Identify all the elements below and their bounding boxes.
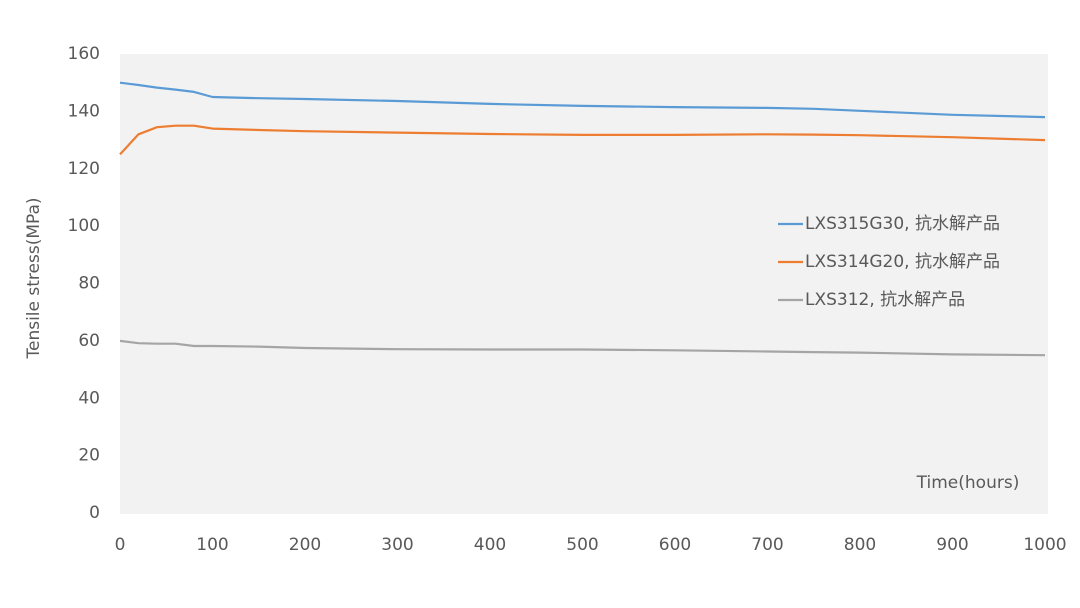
y-axis-label: Tensile stress(MPa) (24, 197, 44, 359)
x-tick-label: 500 (566, 535, 598, 555)
series-line (119, 339, 1046, 357)
y-tick-label: 100 (68, 216, 100, 236)
y-tick-label: 20 (78, 446, 100, 466)
x-tick-label: 300 (381, 535, 413, 555)
x-tick-label: 100 (196, 535, 228, 555)
series-line (119, 124, 1046, 156)
y-tick-label: 0 (89, 503, 100, 523)
plot-area (120, 54, 1048, 514)
legend-label: LXS314G20, 抗水解产品 (805, 252, 1000, 272)
y-tick-label: 120 (68, 159, 100, 179)
x-tick-label: 1000 (1023, 535, 1066, 555)
series-line (119, 81, 1046, 119)
x-tick-label: 200 (289, 535, 321, 555)
legend-label: LXS312, 抗水解产品 (805, 290, 965, 310)
x-axis-label: Time(hours) (916, 473, 1020, 493)
x-tick-label: 600 (659, 535, 691, 555)
legend-label: LXS315G30, 抗水解产品 (805, 214, 1000, 234)
x-tick-label: 900 (936, 535, 968, 555)
x-tick-label: 700 (751, 535, 783, 555)
x-tick-label: 0 (115, 535, 126, 555)
y-tick-label: 160 (68, 44, 100, 64)
y-tick-label: 40 (78, 388, 100, 408)
y-tick-label: 140 (68, 101, 100, 121)
y-tick-label: 80 (78, 274, 100, 294)
x-tick-label: 800 (844, 535, 876, 555)
x-tick-label: 400 (474, 535, 506, 555)
y-tick-label: 60 (78, 331, 100, 351)
